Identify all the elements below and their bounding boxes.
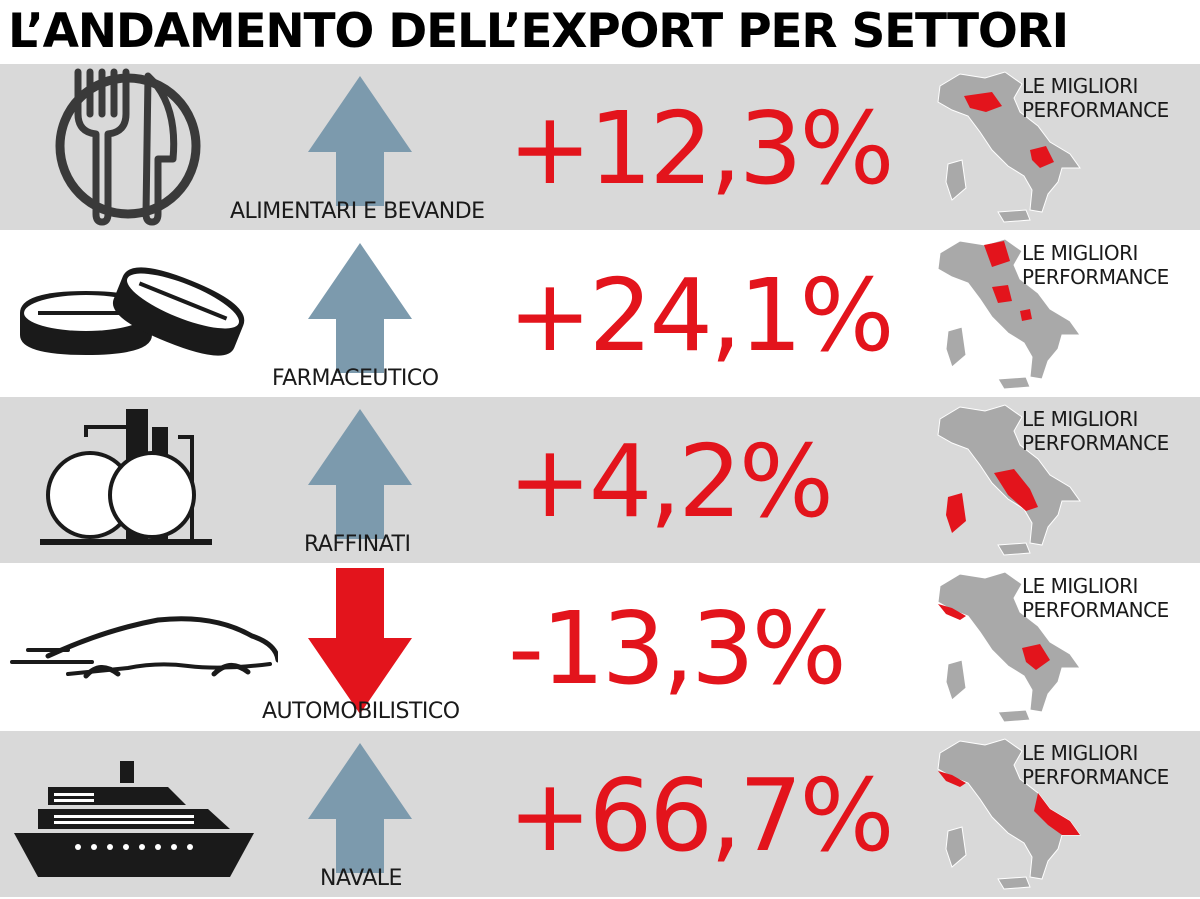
sector-label: RAFFINATI: [304, 532, 411, 557]
arrow-down-icon: [308, 568, 412, 714]
italy-map-icon: [937, 238, 1081, 390]
sector-row-naval: NAVALE +66,7% LE MIGLIORI PERFORMANCE: [0, 731, 1200, 897]
arrow-up-icon: [308, 743, 412, 873]
refinery-tanks-icon: [40, 409, 212, 545]
italy-map-icon: [937, 71, 1081, 223]
best-performance-note: LE MIGLIORI PERFORMANCE: [1022, 741, 1169, 789]
best-performance-note: LE MIGLIORI PERFORMANCE: [1022, 241, 1169, 289]
ship-icon: [14, 761, 254, 877]
sector-value: +66,7%: [508, 757, 894, 874]
italy-map-icon: [937, 571, 1081, 723]
sector-label: AUTOMOBILISTICO: [262, 699, 460, 724]
italy-map-icon: [937, 738, 1081, 890]
sector-value: +4,2%: [508, 423, 834, 540]
car-icon: [10, 616, 278, 679]
best-performance-note: LE MIGLIORI PERFORMANCE: [1022, 407, 1169, 455]
sector-value: +24,1%: [508, 257, 894, 374]
arrow-up-icon: [308, 409, 412, 539]
plate-fork-knife-icon: [55, 68, 201, 226]
sector-value: -13,3%: [508, 590, 847, 707]
arrow-up-icon: [308, 243, 412, 373]
sector-row-pharma: FARMACEUTICO +24,1% LE MIGLIORI PERFORMA…: [0, 231, 1200, 397]
sector-label: NAVALE: [320, 866, 402, 891]
best-performance-note: LE MIGLIORI PERFORMANCE: [1022, 74, 1169, 122]
best-performance-note: LE MIGLIORI PERFORMANCE: [1022, 574, 1169, 622]
sector-label: FARMACEUTICO: [272, 366, 439, 391]
page-title: L’ANDAMENTO DELL’EXPORT PER SETTORI: [8, 4, 1069, 59]
sector-value: +12,3%: [508, 90, 894, 207]
pills-icon: [20, 267, 245, 356]
sector-row-automotive: AUTOMOBILISTICO -13,3% LE MIGLIORI PERFO…: [0, 564, 1200, 730]
sector-label: ALIMENTARI E BEVANDE: [230, 199, 485, 224]
italy-map-icon: [937, 404, 1081, 556]
sector-row-refined: RAFFINATI +4,2% LE MIGLIORI PERFORMANCE: [0, 397, 1200, 563]
sector-row-food: ALIMENTARI E BEVANDE +12,3% LE MIGLIORI …: [0, 64, 1200, 230]
arrow-up-icon: [308, 76, 412, 206]
